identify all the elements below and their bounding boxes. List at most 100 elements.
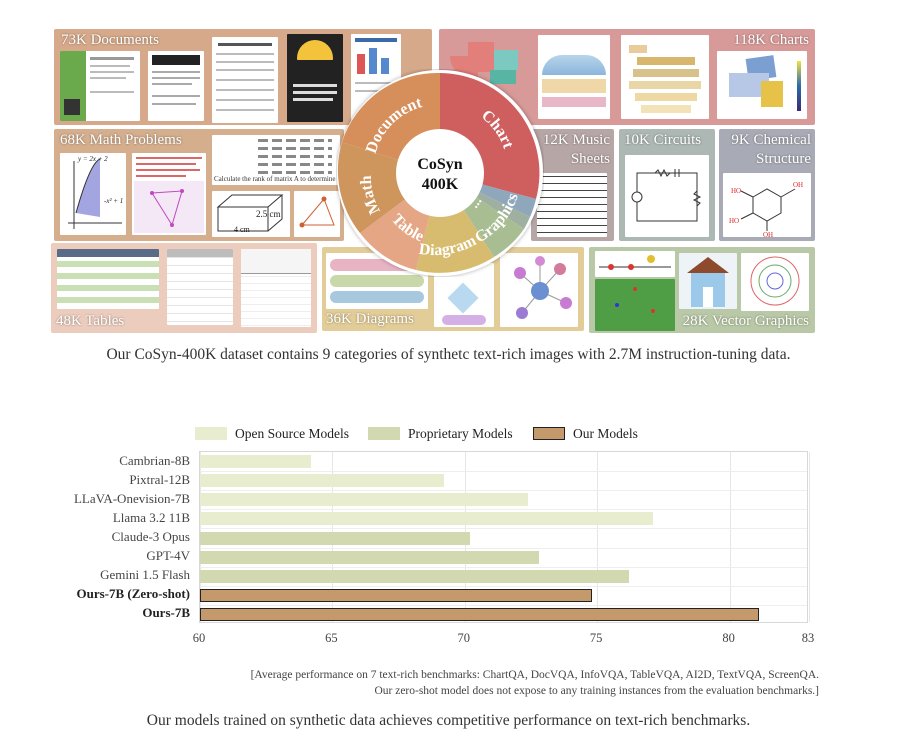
x-tick-label: 70 xyxy=(457,631,471,645)
legend-ours: Our Models xyxy=(533,426,638,442)
svg-text:HO: HO xyxy=(729,217,739,225)
svg-text:OH: OH xyxy=(763,231,773,237)
document-thumbnail xyxy=(148,51,204,121)
math-figure-thumbnail xyxy=(132,153,206,235)
geometry-thumbnail xyxy=(294,191,340,237)
gridline xyxy=(200,585,807,587)
music-label-line2: Sheets xyxy=(570,151,610,167)
sheet-music-thumbnail xyxy=(537,173,607,237)
x-tick-label: 60 xyxy=(192,631,206,645)
molecule-thumbnail: HO HO OH OH xyxy=(723,173,811,237)
diagrams-label: 36K Diagrams xyxy=(326,311,414,327)
gridline xyxy=(729,452,731,622)
legend-proprietary: Proprietary Models xyxy=(368,426,513,442)
document-thumbnail xyxy=(60,51,140,121)
charts-label: 118K Charts xyxy=(733,32,809,48)
y-tick-label: Ours-7B xyxy=(142,605,190,621)
y-tick-label: Ours-7B (Zero-shot) xyxy=(76,586,190,602)
y-tick-label: Pixtral-12B xyxy=(129,471,190,487)
music-panel: 12K Music Sheets xyxy=(531,129,614,241)
category-wheel: Document Chart Math Table Diagram Graphi… xyxy=(337,70,543,276)
math-graph-thumbnail: y = 2x + 2 -x² + 1 xyxy=(60,153,126,235)
chart-thumbnail xyxy=(538,35,610,119)
geometry-thumbnail: 2.5 cm 4 cm xyxy=(212,191,290,237)
legend-swatch-ours xyxy=(533,427,565,440)
bar xyxy=(200,531,471,545)
legend-label: Proprietary Models xyxy=(408,426,513,441)
svg-text:HO: HO xyxy=(731,187,741,195)
legend-open-source: Open Source Models xyxy=(195,426,349,442)
y-tick-label: Gemini 1.5 Flash xyxy=(100,567,190,583)
house-thumbnail xyxy=(679,253,737,309)
vector-thumbnail xyxy=(595,279,675,331)
gridline xyxy=(200,547,807,549)
chart-thumbnail xyxy=(717,51,807,119)
table-thumbnail xyxy=(167,249,233,325)
circuits-label: 10K Circuits xyxy=(624,132,702,148)
dimension-label: 2.5 cm xyxy=(256,209,281,219)
circuits-panel: 10K Circuits xyxy=(619,129,715,241)
bottom-caption: Our models trained on synthetic data ach… xyxy=(146,712,751,729)
legend-label: Open Source Models xyxy=(235,426,349,441)
chemical-panel: 9K Chemical Structure HO HO OH OH xyxy=(719,129,815,241)
gridline xyxy=(200,604,807,606)
bar xyxy=(200,455,312,469)
legend-swatch-proprietary xyxy=(368,427,400,440)
math-panel: 68K Math Problems y = 2x + 2 -x² + 1 xyxy=(54,129,344,241)
gridline xyxy=(809,452,810,622)
legend-label: Our Models xyxy=(573,426,638,441)
x-tick-label: 83 xyxy=(801,631,815,645)
bar xyxy=(200,569,629,583)
bar xyxy=(200,493,529,507)
gridline xyxy=(200,566,807,568)
bar xyxy=(200,474,444,488)
y-tick-label: Cambrian-8B xyxy=(119,452,190,468)
matrix-thumbnail: Calculate the rank of matrix A to determ… xyxy=(212,135,340,185)
gridline xyxy=(200,528,807,530)
tables-panel: 48K Tables xyxy=(51,243,317,333)
wheel-center-title: CoSyn xyxy=(417,156,462,173)
wheel-center-count: 400K xyxy=(422,176,459,193)
mindmap-thumbnail xyxy=(500,253,578,327)
plot-area xyxy=(199,451,810,623)
chart-thumbnail xyxy=(621,35,709,119)
equation-label: y = 2x + 2 xyxy=(78,155,108,163)
bar xyxy=(200,512,653,526)
tables-label: 48K Tables xyxy=(56,313,125,329)
bar xyxy=(200,607,759,621)
vector-thumbnail xyxy=(741,253,809,311)
x-tick-label: 80 xyxy=(722,631,735,645)
gridline xyxy=(200,509,807,511)
vector-label: 28K Vector Graphics xyxy=(682,313,809,329)
y-tick-label: Llama 3.2 11B xyxy=(112,509,190,525)
svg-text:OH: OH xyxy=(793,181,803,189)
gridline xyxy=(597,452,599,622)
circuit-thumbnail xyxy=(625,155,709,237)
bar xyxy=(200,550,539,564)
chemical-label-line1: 9K Chemical xyxy=(731,132,811,148)
table-thumbnail xyxy=(57,249,159,309)
gridline xyxy=(200,490,807,492)
table-thumbnail xyxy=(241,249,311,327)
document-thumbnail xyxy=(212,37,278,123)
vector-thumbnail xyxy=(595,251,675,277)
legend-swatch-open-source xyxy=(195,427,227,440)
dimension-label: 4 cm xyxy=(234,225,250,234)
x-tick-label: 75 xyxy=(589,631,603,645)
documents-panel: 73K Documents xyxy=(54,29,432,125)
equation-label: -x² + 1 xyxy=(104,197,124,205)
top-caption: Our CoSyn-400K dataset contains 9 catego… xyxy=(106,346,791,363)
benchmark-note-line2: Our zero-shot model does not expose to a… xyxy=(374,685,819,697)
wheel-segment-math xyxy=(337,142,440,233)
y-tick-label: GPT-4V xyxy=(146,548,190,564)
y-tick-label: Claude-3 Opus xyxy=(111,529,190,544)
chemical-label-line2: Structure xyxy=(756,151,811,167)
math-label: 68K Math Problems xyxy=(60,132,182,148)
x-tick-label: 65 xyxy=(325,631,338,645)
gridline xyxy=(200,471,807,473)
document-thumbnail xyxy=(287,34,343,122)
documents-label: 73K Documents xyxy=(61,32,159,48)
y-tick-label: LLaVA-Onevision-7B xyxy=(73,490,190,506)
bar xyxy=(200,588,592,602)
benchmark-note-line1: [Average performance on 7 text-rich benc… xyxy=(250,669,819,681)
